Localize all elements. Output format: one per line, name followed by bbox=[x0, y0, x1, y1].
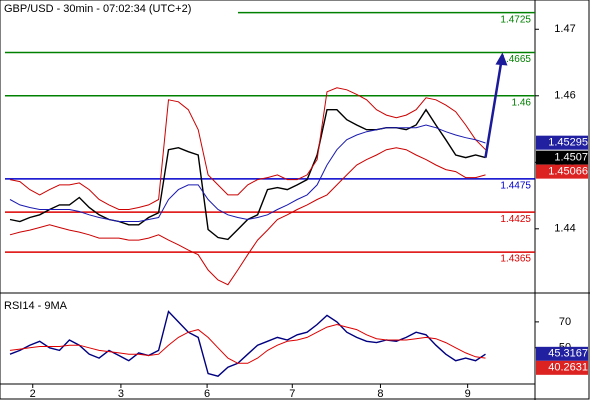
y-tick-label: 1.47 bbox=[554, 23, 575, 35]
rsi-title: RSI14 - 9MA bbox=[4, 300, 68, 312]
price-tag-label: 1.45295 bbox=[548, 137, 588, 149]
y-tick-label: 1.46 bbox=[554, 90, 575, 102]
arrow-head bbox=[495, 52, 508, 66]
chart-title: GBP/USD - 30min - 07:02:34 (UTC+2) bbox=[4, 3, 191, 15]
price-tag-label: 45.3167 bbox=[548, 348, 588, 360]
price-tag bbox=[536, 346, 588, 361]
series-line bbox=[9, 323, 486, 364]
series-line bbox=[9, 87, 486, 210]
series-line bbox=[9, 147, 486, 286]
x-tick-label: 8 bbox=[377, 388, 383, 400]
price-tag bbox=[536, 360, 588, 375]
title-bg bbox=[2, 2, 238, 16]
x-tick-label: 2 bbox=[30, 388, 36, 400]
price-tag-label: 1.4507 bbox=[554, 152, 588, 164]
level-label: 1.4725 bbox=[500, 14, 531, 25]
price-tag bbox=[536, 150, 588, 165]
level-label: 1.4665 bbox=[500, 54, 531, 65]
x-tick-label: 7 bbox=[289, 388, 295, 400]
price-tag-label: 40.2631 bbox=[548, 362, 588, 374]
level-label: 1.4425 bbox=[500, 214, 531, 225]
series-line bbox=[9, 124, 486, 222]
x-tick-label: 9 bbox=[465, 388, 471, 400]
price-tag bbox=[536, 135, 588, 150]
x-tick-label: 6 bbox=[204, 388, 210, 400]
level-label: 1.46 bbox=[512, 97, 532, 108]
x-tick-label: 3 bbox=[118, 388, 124, 400]
level-label: 1.4365 bbox=[500, 254, 531, 265]
price-tag-label: 1.45066 bbox=[548, 166, 588, 178]
price-tag bbox=[536, 164, 588, 179]
y-tick-label: 1.44 bbox=[554, 223, 575, 235]
series-line bbox=[9, 310, 486, 377]
level-label: 1.4475 bbox=[500, 181, 531, 192]
y-tick-label: 70 bbox=[559, 316, 571, 328]
projection-arrow bbox=[484, 60, 503, 158]
